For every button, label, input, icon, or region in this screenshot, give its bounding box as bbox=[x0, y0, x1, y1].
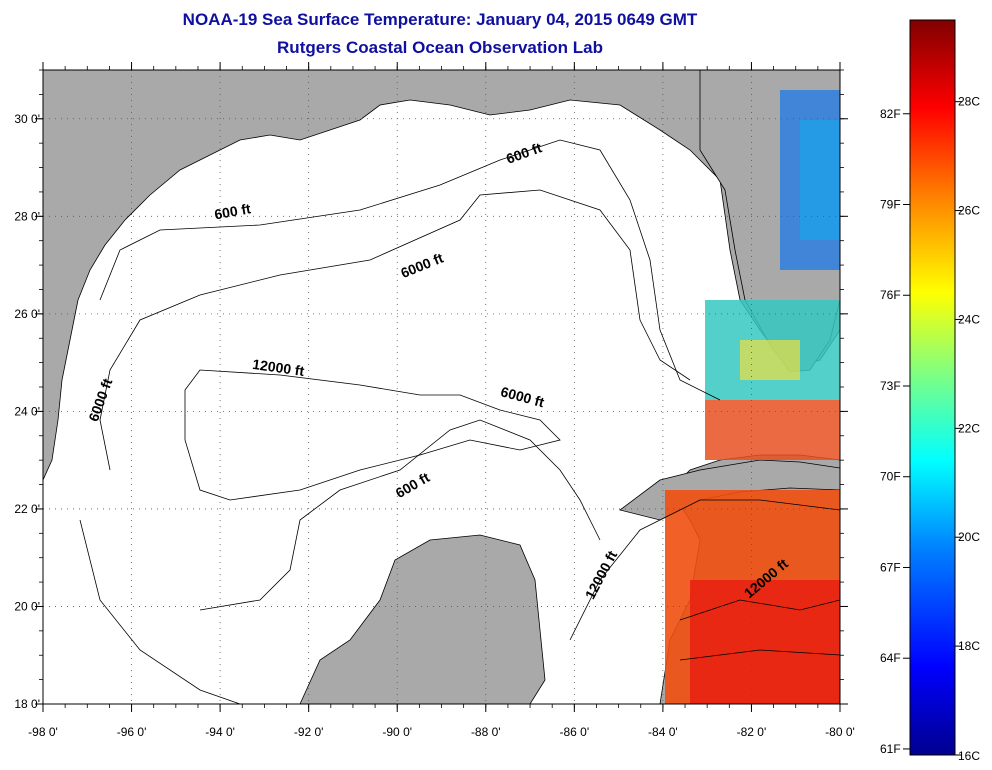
contour-label: 600 ft bbox=[213, 200, 252, 222]
lon-tick-label: -96 0' bbox=[117, 725, 147, 739]
sst-swath-straits bbox=[705, 400, 840, 460]
contour-label: 12000 ft bbox=[251, 356, 305, 379]
sst-swath-keys-warm bbox=[740, 340, 800, 380]
lon-tick-label: -98 0' bbox=[28, 725, 58, 739]
lon-tick-label: -84 0' bbox=[648, 725, 678, 739]
colorbar-f-label: 64F bbox=[880, 651, 901, 665]
lon-tick-label: -86 0' bbox=[560, 725, 590, 739]
sst-swath-caribbean-south bbox=[690, 580, 840, 704]
colorbar-c-label: 22C bbox=[958, 421, 980, 435]
colorbar-f-label: 70F bbox=[880, 470, 901, 484]
colorbar-c-label: 26C bbox=[958, 204, 980, 218]
lat-tick-label: 24 0' bbox=[14, 404, 40, 418]
contour-6000ft-west bbox=[99, 189, 691, 471]
colorbar-c-label: 16C bbox=[958, 749, 980, 763]
colorbar-c-label: 24C bbox=[958, 312, 980, 326]
yucatan-land bbox=[299, 534, 546, 704]
contour-600ft-yucatan bbox=[199, 419, 601, 611]
colorbar-c-label: 28C bbox=[958, 95, 980, 109]
colorbar-f-label: 82F bbox=[880, 107, 901, 121]
colorbar-f-label: 79F bbox=[880, 198, 901, 212]
lat-tick-label: 20 0' bbox=[14, 599, 40, 613]
axes: -98 0' -96 0' -94 0' -92 0' -90 0' -88 0' -86 … bbox=[14, 62, 855, 739]
lat-tick-label: 26 0' bbox=[14, 307, 40, 321]
lat-tick-label: 28 0' bbox=[14, 209, 40, 223]
contour-12000ft-east bbox=[569, 499, 840, 641]
colorbar-f-label: 76F bbox=[880, 288, 901, 302]
lon-tick-label: -80 0' bbox=[825, 725, 855, 739]
colorbar-c-label: 20C bbox=[958, 530, 980, 544]
lat-tick-label: 30 0' bbox=[14, 112, 40, 126]
contour-12000ft-central bbox=[184, 369, 561, 501]
lon-tick-label: -94 0' bbox=[205, 725, 235, 739]
map-title: NOAA-19 Sea Surface Temperature: January… bbox=[182, 10, 698, 29]
colorbar-f-label: 67F bbox=[880, 560, 901, 574]
sst-swath-atlantic-inner bbox=[800, 120, 840, 240]
colorbar-c-label: 18C bbox=[958, 639, 980, 653]
colorbar-f-label: 61F bbox=[880, 742, 901, 756]
lon-tick-label: -88 0' bbox=[471, 725, 501, 739]
contour-6000ft-gulf-edge bbox=[79, 519, 241, 704]
map-subtitle: Rutgers Coastal Ocean Observation Lab bbox=[277, 38, 603, 57]
contour-caribbean bbox=[679, 599, 840, 661]
gulf-water bbox=[43, 99, 840, 704]
lon-tick-label: -92 0' bbox=[294, 725, 324, 739]
colorbar-f-label: 73F bbox=[880, 379, 901, 393]
lat-tick-label: 22 0' bbox=[14, 502, 40, 516]
contour-600ft-north bbox=[99, 139, 721, 401]
lat-tick-label: 18 0' bbox=[14, 697, 40, 711]
grid-lines bbox=[43, 70, 840, 704]
colorbar bbox=[909, 19, 956, 756]
colorbar-labels: 28C 26C 24C 22C 20C 18C 16C 82F 79F 76F 73F 70F 67F 6… bbox=[880, 95, 980, 763]
lon-tick-label: -82 0' bbox=[737, 725, 767, 739]
lon-tick-label: -90 0' bbox=[382, 725, 412, 739]
